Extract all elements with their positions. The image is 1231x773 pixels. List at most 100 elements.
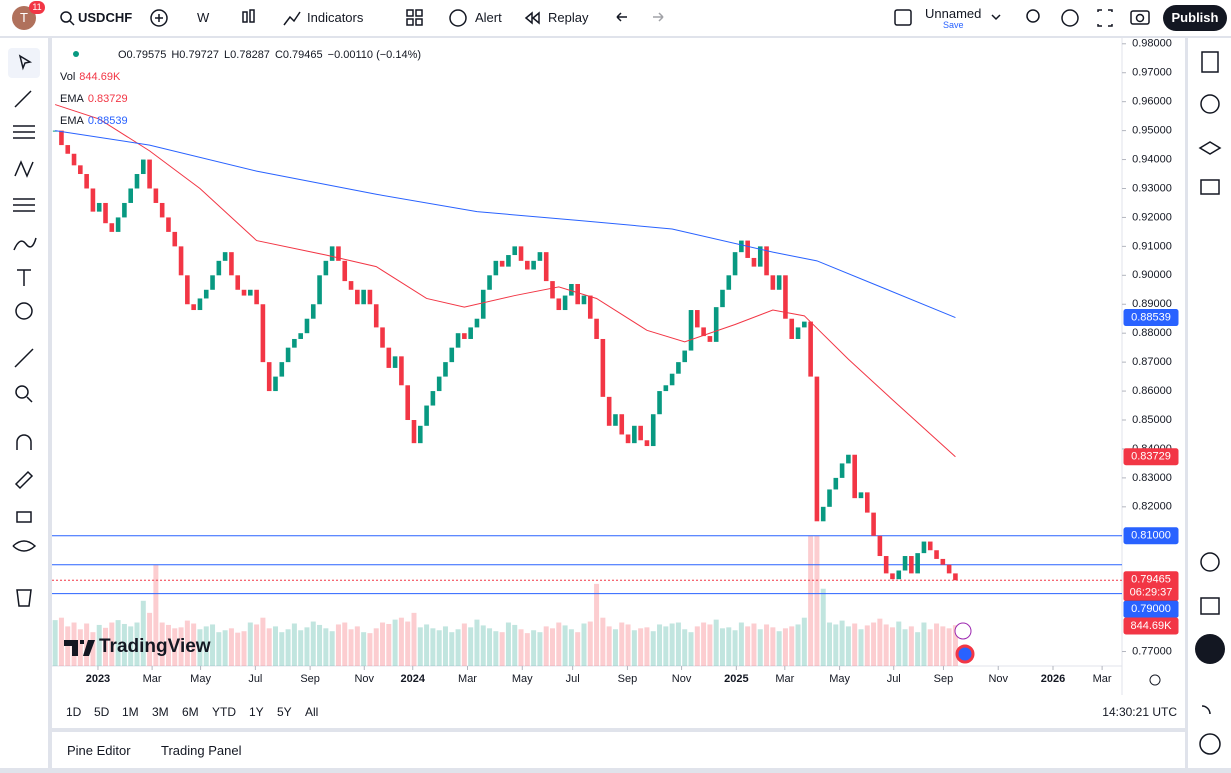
candle-body — [720, 289, 725, 308]
candle-body — [550, 281, 555, 299]
volume-bar — [373, 628, 379, 666]
x-tick-label: Jul — [248, 673, 262, 685]
volume-bar — [417, 627, 423, 666]
event-marker — [954, 622, 972, 640]
range-button[interactable]: 1D — [66, 705, 82, 719]
volume-bar — [568, 629, 574, 666]
candle-body — [518, 246, 524, 261]
volume-bar — [310, 621, 316, 666]
candle-body — [109, 223, 115, 232]
candle-body — [310, 304, 316, 319]
candle-body — [229, 252, 234, 276]
volume-bar — [348, 629, 354, 666]
candle-body — [556, 298, 562, 311]
candle-body — [650, 414, 656, 447]
candle-body — [317, 275, 322, 305]
study-value: 844.69K — [79, 71, 121, 83]
candle-body — [248, 289, 253, 296]
volume-axis-label-box — [1123, 617, 1179, 635]
candle-body — [776, 275, 782, 290]
volume-bar — [889, 627, 895, 666]
volume-bar — [657, 624, 663, 666]
indicators-button[interactable]: Indicators — [307, 10, 364, 25]
range-button[interactable]: 5Y — [277, 705, 292, 719]
range-button[interactable]: 1Y — [249, 705, 264, 719]
volume-bar — [688, 632, 694, 666]
candle-body — [839, 463, 845, 478]
volume-bar — [738, 622, 744, 666]
volume-bar — [726, 627, 732, 666]
candle-body — [783, 275, 788, 319]
drawing-tools — [8, 48, 40, 607]
volume-bar — [329, 631, 335, 666]
volume-bar — [291, 623, 297, 666]
volume-bar — [405, 621, 411, 666]
legend-dot — [73, 51, 79, 57]
x-tick-label: May — [829, 673, 850, 685]
candle-body — [531, 260, 536, 270]
range-button[interactable]: 1M — [122, 705, 139, 719]
range-button[interactable]: YTD — [212, 705, 236, 719]
candle-body — [266, 362, 272, 392]
candle-body — [575, 283, 580, 305]
footer-tab[interactable]: Pine Editor — [67, 743, 131, 758]
candle-body — [197, 298, 203, 311]
volume-bar — [247, 622, 253, 666]
save-hint: Save — [943, 20, 964, 30]
candle-body — [65, 145, 71, 154]
candle-body — [493, 260, 499, 276]
symbol[interactable]: USDCHF — [78, 10, 133, 25]
y-tick-label: 0.82000 — [1132, 501, 1172, 513]
x-tick-label: Nov — [672, 673, 692, 685]
volume-bar — [682, 629, 688, 666]
candle-body — [499, 260, 505, 267]
volume-bar — [266, 628, 272, 666]
candle-body — [399, 356, 404, 386]
x-tick-label: Sep — [618, 673, 638, 685]
volume-bar — [795, 624, 801, 666]
volume-bar — [241, 631, 247, 666]
publish-button[interactable]: Publish — [1163, 5, 1227, 31]
alert-button[interactable]: Alert — [475, 10, 502, 25]
volume-bar — [493, 631, 499, 666]
y-tick-label: 0.86000 — [1132, 385, 1172, 397]
study-name: Vol — [60, 71, 75, 83]
candle-body — [663, 385, 669, 392]
candle-body — [222, 252, 228, 261]
candle-body — [606, 396, 612, 426]
ohlc-value: −0.00110 (−0.14%) — [328, 49, 421, 61]
candle-body — [59, 130, 64, 146]
volume-bar — [134, 622, 140, 666]
top-toolbar: T 11 USDCHF W Indicators Alert Replay Un… — [0, 0, 1231, 36]
volume-bar — [380, 622, 386, 666]
candle-body — [210, 275, 215, 290]
replay-button[interactable]: Replay — [548, 10, 589, 25]
interval[interactable]: W — [197, 10, 210, 25]
candle-body — [833, 477, 839, 490]
volume-bar — [505, 622, 511, 666]
range-button[interactable]: 6M — [182, 705, 199, 719]
volume-bar — [159, 622, 165, 666]
volume-bar — [808, 535, 814, 666]
footer-tab[interactable]: Trading Panel — [161, 743, 242, 758]
layout-name[interactable]: Unnamed — [925, 6, 982, 21]
candle-body — [581, 295, 587, 305]
y-tick-label: 0.83000 — [1132, 472, 1172, 484]
candle-body — [846, 454, 851, 464]
range-button[interactable]: All — [305, 705, 319, 719]
range-button[interactable]: 3M — [152, 705, 169, 719]
volume-bar — [436, 630, 442, 666]
volume-bar — [751, 623, 757, 666]
range-button[interactable]: 5D — [94, 705, 110, 719]
drawing-toolbar — [0, 38, 48, 768]
candle-body — [462, 333, 467, 339]
volume-bar — [663, 626, 669, 666]
clock: 14:30:21 UTC — [1102, 705, 1177, 719]
volume-bar — [732, 630, 738, 666]
volume-bar — [814, 535, 820, 666]
y-tick-label: 0.85000 — [1132, 414, 1172, 426]
volume-bar — [285, 629, 291, 666]
x-tick-label: Sep — [934, 673, 954, 685]
candle-body — [802, 321, 807, 328]
candle-body — [443, 362, 448, 377]
